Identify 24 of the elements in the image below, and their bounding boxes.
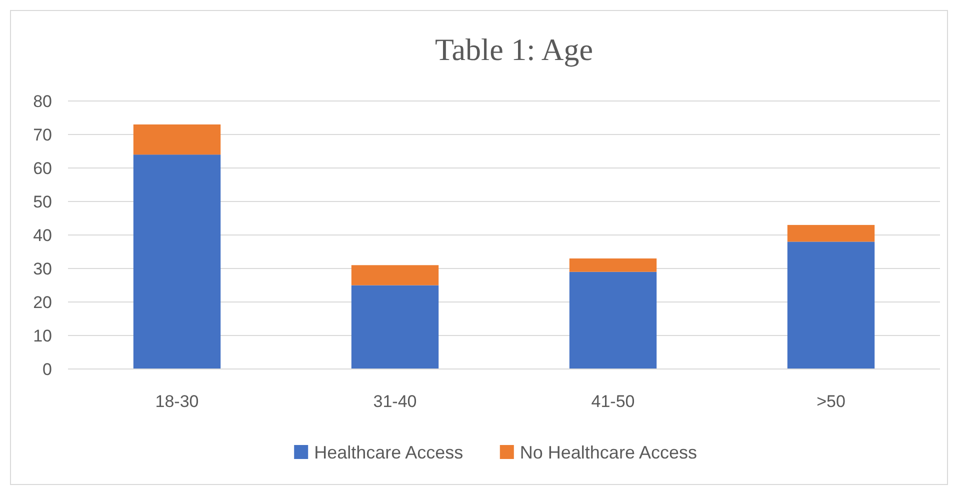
y-tick-label: 30 [33,259,52,278]
y-tick-label: 0 [42,360,52,379]
bar [351,285,439,369]
y-tick-label: 80 [33,92,52,111]
y-tick-label: 10 [33,326,52,346]
x-tick-label: 31-40 [373,392,417,411]
legend-label: No Healthcare Access [520,442,697,462]
x-tick-label: 18-30 [155,392,199,411]
bar [569,258,657,272]
y-tick-label: 50 [33,192,52,212]
bar [787,224,875,242]
x-tick-label: 41-50 [591,392,635,411]
y-tick-label: 60 [33,158,52,178]
y-tick-label: 40 [33,226,52,245]
y-tick-label: 70 [33,125,52,144]
bar [787,242,875,369]
legend-label: Healthcare Access [314,442,464,462]
bar [351,265,439,286]
bar [133,154,221,369]
chart-title: Table 1: Age [435,32,593,67]
bar [569,272,657,369]
x-tick-label: >50 [816,392,846,411]
y-tick-label: 20 [33,292,52,312]
bar [133,124,221,155]
